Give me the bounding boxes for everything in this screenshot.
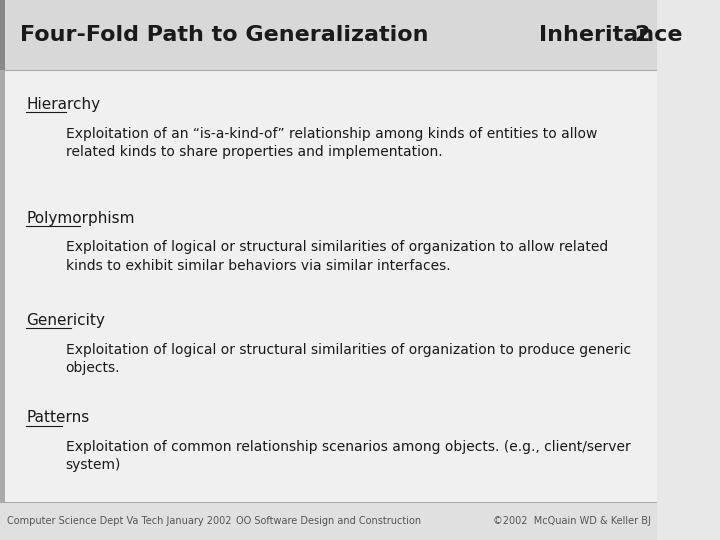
FancyBboxPatch shape [0, 0, 5, 70]
Text: Exploitation of an “is-a-kind-of” relationship among kinds of entities to allow
: Exploitation of an “is-a-kind-of” relati… [66, 127, 597, 159]
FancyBboxPatch shape [0, 70, 5, 502]
Text: Patterns: Patterns [27, 410, 89, 426]
Text: 2: 2 [634, 25, 649, 45]
Text: Genericity: Genericity [27, 313, 105, 328]
FancyBboxPatch shape [0, 502, 657, 540]
Text: OO Software Design and Construction: OO Software Design and Construction [236, 516, 421, 526]
FancyBboxPatch shape [0, 0, 657, 540]
Text: Hierarchy: Hierarchy [27, 97, 100, 112]
Text: Polymorphism: Polymorphism [27, 211, 135, 226]
FancyBboxPatch shape [0, 0, 657, 70]
Text: Exploitation of logical or structural similarities of organization to produce ge: Exploitation of logical or structural si… [66, 343, 631, 375]
Text: Inheritance: Inheritance [539, 25, 683, 45]
Text: ©2002  McQuain WD & Keller BJ: ©2002 McQuain WD & Keller BJ [492, 516, 650, 526]
Text: Four-Fold Path to Generalization: Four-Fold Path to Generalization [19, 25, 428, 45]
Text: Exploitation of common relationship scenarios among objects. (e.g., client/serve: Exploitation of common relationship scen… [66, 440, 631, 472]
Text: Exploitation of logical or structural similarities of organization to allow rela: Exploitation of logical or structural si… [66, 240, 608, 273]
Text: Computer Science Dept Va Tech January 2002: Computer Science Dept Va Tech January 20… [6, 516, 231, 526]
